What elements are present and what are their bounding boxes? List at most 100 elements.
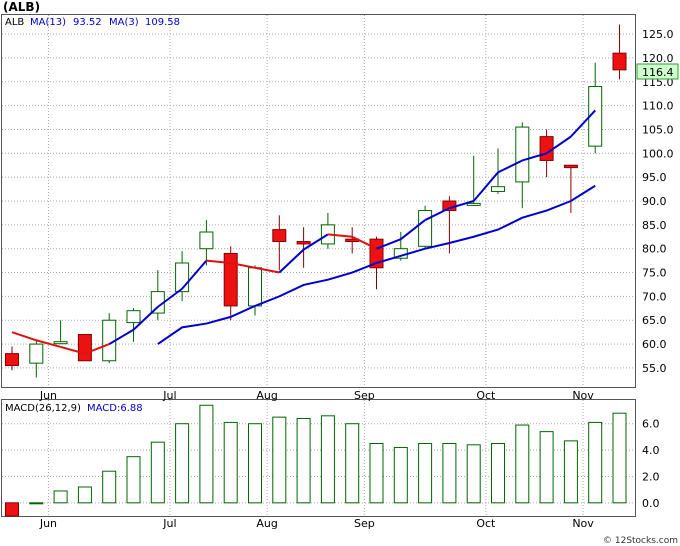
ma3-segment — [522, 152, 547, 162]
macd-title: MACD(26,12,9) — [5, 403, 81, 414]
macd-tick-label: 0.0 — [642, 497, 660, 510]
macd-x-label: Aug — [256, 517, 277, 530]
price-legend: ALB MA(13) 93.52 MA(3) 109.58 — [5, 17, 180, 28]
macd-bar — [199, 404, 214, 504]
candle-body — [491, 186, 505, 192]
candle-body — [223, 252, 238, 307]
ma3-segment — [108, 328, 135, 345]
macd-x-label: Jun — [39, 517, 57, 530]
legend-ma13-value: 93.52 — [73, 17, 102, 28]
price-tick-label: 85.0 — [642, 219, 667, 232]
x-tick-labels: Jun Jul Aug Sep Oct Nov Jun Jul Aug Sep Oct Nov — [39, 389, 594, 530]
price-grid — [2, 15, 635, 387]
price-tick-label: 120.0 — [642, 52, 674, 65]
macd-bar — [539, 431, 554, 504]
macd-bar — [466, 444, 481, 504]
price-x-label: Aug — [256, 389, 277, 402]
legend-alb: ALB — [5, 17, 24, 28]
macd-x-label: Sep — [354, 517, 375, 530]
price-tick-label: 110.0 — [642, 100, 674, 113]
legend-ma3-value: 109.58 — [145, 17, 180, 28]
candle-body — [199, 231, 214, 250]
ma3-segment — [132, 306, 159, 331]
macd-bar — [393, 446, 408, 504]
macd-bar — [345, 423, 360, 504]
ma3-segment — [157, 287, 183, 308]
ma3-segment — [376, 238, 402, 250]
macd-bar — [5, 502, 19, 517]
macd-x-label: Jul — [162, 517, 176, 530]
legend-ma3-label: MA(3) — [109, 17, 139, 28]
ma3-segment — [60, 345, 86, 355]
macd-bar — [369, 443, 384, 504]
macd-legend-value: MACD:6.88 — [87, 403, 143, 414]
price-tick-label: 55.0 — [642, 362, 667, 375]
last-price-badge: 116.4 — [636, 63, 679, 80]
candle-body — [5, 353, 19, 367]
price-tick-label: 90.0 — [642, 195, 667, 208]
candle-body — [248, 267, 262, 307]
candle-body — [29, 343, 44, 364]
macd-bar — [320, 415, 335, 504]
macd-bar — [491, 443, 505, 504]
candle-body — [563, 164, 578, 169]
ma3-segment — [424, 207, 450, 221]
macd-bar — [223, 421, 238, 504]
price-tick-label: 65.0 — [642, 314, 667, 327]
macd-x-label: Nov — [572, 517, 594, 530]
legend-ma13-label: MA(13) — [30, 17, 66, 28]
ma3-segment — [11, 331, 37, 342]
macd-bar — [515, 424, 530, 504]
candle-body — [272, 229, 287, 243]
ma3-segment — [570, 109, 596, 138]
macd-bar — [588, 421, 603, 504]
macd-bar — [442, 443, 457, 504]
ma3-segment — [497, 159, 523, 174]
candle-body — [126, 310, 141, 324]
price-tick-label: 100.0 — [642, 147, 674, 160]
macd-bar — [612, 412, 627, 504]
ma13-line — [157, 184, 596, 345]
candle-body — [418, 210, 433, 247]
price-tick-label: 70.0 — [642, 290, 667, 303]
macd-bar — [150, 441, 165, 504]
macd-bar — [272, 416, 287, 504]
macd-bar — [29, 502, 44, 505]
candle-body — [77, 334, 92, 362]
watermark: © 12Stocks.com — [603, 536, 678, 546]
chart-title: (ALB) — [3, 0, 40, 14]
candle-body — [515, 126, 530, 183]
macd-tick-label: 2.0 — [642, 470, 660, 483]
ma3-segment — [254, 266, 280, 274]
price-panel-frame — [1, 14, 636, 388]
macd-bar — [563, 440, 578, 504]
price-x-label: Jul — [162, 389, 176, 402]
macd-bar — [77, 486, 92, 504]
macd-bar — [102, 470, 117, 504]
y-tick-labels: 55.0 60.0 65.0 70.0 75.0 80.0 85.0 90.0 95.0 100.… — [642, 28, 674, 510]
ma3-segment — [303, 233, 329, 251]
price-x-label: Oct — [476, 389, 496, 402]
macd-bar — [175, 423, 190, 504]
ma3-segment — [230, 262, 256, 269]
ma3-segment — [327, 233, 353, 238]
ma3-segment — [206, 259, 231, 264]
macd-bar — [296, 417, 311, 504]
ma3-segment — [449, 200, 474, 210]
macd-bars — [5, 404, 627, 517]
price-tick-label: 75.0 — [642, 267, 667, 280]
price-tick-label: 105.0 — [642, 123, 674, 136]
price-x-label: Nov — [572, 389, 594, 402]
ma3-segment — [351, 235, 377, 250]
ma3-segment — [36, 339, 61, 348]
ma3-segment — [84, 343, 110, 355]
last-price-label: 116.4 — [642, 66, 674, 79]
macd-bar — [248, 423, 262, 504]
candle-body — [539, 136, 554, 161]
macd-bar — [418, 443, 433, 504]
macd-tick-label: 6.0 — [642, 418, 660, 431]
candle-body — [296, 241, 311, 245]
moving-averages — [11, 109, 596, 355]
macd-tick-label: 4.0 — [642, 444, 660, 457]
price-tick-label: 60.0 — [642, 338, 667, 351]
